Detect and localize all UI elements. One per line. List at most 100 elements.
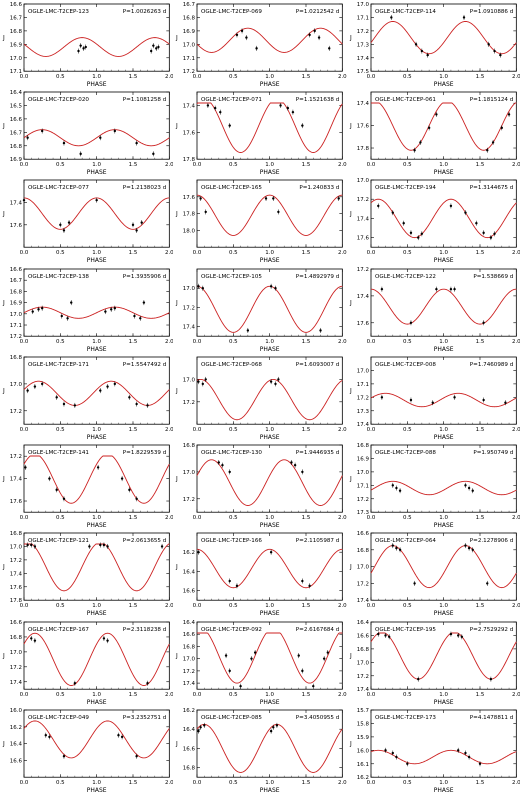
data-point: [405, 762, 409, 765]
y-tick-label: 16.0: [10, 708, 23, 714]
data-point: [272, 725, 275, 729]
x-axis-label: PHASE: [260, 787, 280, 794]
x-tick-label: 1.5: [302, 515, 311, 521]
x-tick-label: 2.0: [338, 427, 346, 433]
y-axis-label: J: [349, 652, 352, 659]
data-point: [398, 489, 401, 493]
fit-curve: [197, 378, 343, 421]
data-point: [286, 107, 290, 110]
x-tick-label: 0.5: [56, 339, 65, 345]
data-point: [221, 464, 224, 467]
data-point: [201, 382, 205, 385]
y-tick-label: 17.2: [356, 267, 368, 273]
x-tick-label: 0.0: [193, 604, 202, 610]
x-tick-label: 0.0: [193, 162, 202, 168]
x-tick-label: 1.0: [266, 162, 275, 168]
panel-period: P=1.0910886 d: [469, 9, 513, 15]
x-tick-label: 1.5: [129, 427, 138, 433]
data-point: [290, 461, 293, 464]
x-tick-label: 0.5: [403, 780, 412, 786]
light-curve-panel: 16.616.817.017.217.40.0 0.5 1.0 1.5 2.0PHASE…: [349, 531, 520, 617]
data-point: [236, 33, 239, 37]
data-point: [413, 149, 416, 152]
data-point: [95, 199, 98, 202]
x-tick-label: 1.0: [439, 515, 448, 521]
data-point: [482, 321, 485, 324]
x-tick-label: 1.0: [266, 74, 275, 80]
light-curve-panel: 16.6 16.7 16.8 16.9 17.0 17.10.0 0.5 1.0 1.5 2.0 P…: [2, 2, 173, 88]
x-axis-label: PHASE: [260, 699, 280, 706]
x-tick-label: 1.0: [92, 74, 101, 80]
data-point: [197, 729, 200, 733]
data-point: [485, 582, 489, 585]
x-tick-label: 1.5: [129, 74, 138, 80]
y-tick-label: 17.0: [10, 382, 23, 388]
y-tick-label: 17.2: [183, 69, 195, 75]
y-axis-label: J: [2, 564, 5, 571]
data-point: [203, 723, 206, 727]
data-point: [120, 477, 124, 480]
y-axis-label: J: [175, 564, 178, 571]
x-tick-label: 1.5: [475, 162, 484, 168]
y-tick-label: 15.8: [356, 721, 369, 727]
fit-curve: [23, 720, 170, 759]
y-axis-label: J: [349, 476, 352, 483]
y-tick-label: 16.4: [10, 90, 23, 96]
x-tick-label: 1.0: [92, 692, 101, 698]
y-tick-label: 16.4: [183, 727, 196, 733]
y-tick-label: 17.6: [183, 131, 196, 137]
data-point: [44, 733, 47, 737]
y-tick-label: 16.7: [10, 131, 23, 137]
data-point: [270, 551, 273, 554]
data-point: [420, 49, 423, 53]
data-point: [272, 197, 275, 201]
x-tick-label: 1.0: [266, 251, 275, 257]
y-tick-label: 16.6: [183, 589, 196, 595]
data-point: [279, 104, 283, 107]
y-tick-label: 17.2: [183, 305, 195, 311]
data-point: [467, 486, 470, 490]
data-point: [135, 142, 138, 145]
y-tick-label: 17.8: [183, 157, 196, 163]
x-tick-label: 0.5: [56, 162, 65, 168]
data-point: [77, 49, 80, 53]
y-tick-label: 17.4: [183, 104, 196, 110]
data-point: [301, 669, 304, 672]
y-tick-label: 17.2: [183, 400, 195, 406]
y-axis-label: J: [175, 740, 178, 747]
data-point: [113, 306, 117, 310]
data-point: [387, 635, 391, 638]
y-tick-label: 17.6: [356, 236, 369, 242]
y-tick-label: 17.1: [356, 382, 368, 388]
data-point: [467, 547, 470, 550]
data-point: [277, 378, 280, 381]
x-tick-label: 2.0: [512, 604, 520, 610]
y-tick-label: 16.2: [356, 775, 368, 781]
data-point: [301, 580, 304, 583]
x-tick-label: 0.5: [229, 74, 238, 80]
data-point: [326, 650, 330, 654]
light-curve-panel: 17.2 17.4 17.6 0.0 0.5 1.0 1.5 2.0 PHASE J OGLE-LM…: [2, 444, 173, 529]
data-point: [391, 544, 394, 548]
data-point: [489, 677, 492, 680]
y-axis-label: J: [2, 299, 5, 306]
y-tick-label: 17.0: [356, 660, 369, 666]
data-point: [270, 284, 273, 288]
panel-period: P=2.6167684 d: [296, 627, 340, 633]
y-tick-label: 16.8: [10, 144, 23, 150]
data-point: [197, 380, 200, 383]
data-point: [292, 111, 295, 114]
y-tick-label: 17.8: [183, 212, 196, 218]
x-tick-label: 1.5: [475, 604, 484, 610]
x-axis-label: PHASE: [260, 611, 280, 618]
light-curve-panel: 16.616.817.017.217.40.0 0.5 1.0 1.5 2.0PHASE…: [2, 620, 173, 706]
x-tick-label: 0.5: [56, 427, 65, 433]
fit-curve: [197, 549, 343, 589]
data-point: [409, 321, 412, 324]
y-tick-label: 16.4: [356, 620, 369, 626]
data-point: [33, 545, 37, 548]
light-curve-panel: 17.0 17.2 17.4 0.0 0.5 1.0 1.5 2.0 PHASE J OGLE-LM…: [175, 268, 347, 353]
y-tick-label: 17.4: [356, 101, 369, 107]
data-point: [245, 36, 248, 39]
x-tick-label: 2.0: [512, 515, 520, 521]
